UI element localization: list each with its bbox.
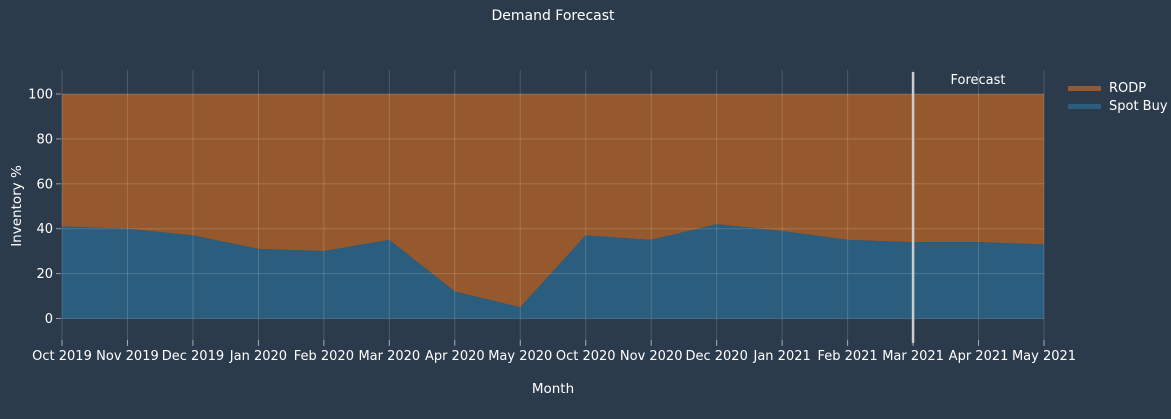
x-tick-label: Mar 2021: [882, 349, 944, 364]
y-tick-label: 20: [36, 267, 53, 282]
x-tick-label: Nov 2019: [96, 349, 159, 364]
y-tick-label: 60: [36, 177, 53, 192]
x-tick-label: Dec 2020: [685, 349, 747, 364]
x-tick-label: Jan 2021: [753, 349, 811, 364]
forecast-annotation: Forecast: [950, 73, 1006, 88]
x-tick-label: Dec 2019: [162, 349, 224, 364]
y-axis-title: Inventory %: [9, 165, 25, 247]
x-tick-label: May 2020: [488, 349, 552, 364]
legend-label: RODP: [1109, 80, 1147, 96]
legend-item-spot-buy[interactable]: Spot Buy: [1068, 97, 1168, 115]
x-tick-label: Apr 2021: [949, 349, 1009, 364]
x-tick-label: Nov 2020: [620, 349, 683, 364]
spot-buy-swatch: [1068, 103, 1101, 109]
x-tick-label: Feb 2020: [294, 349, 354, 364]
legend-item-rodp[interactable]: RODP: [1068, 79, 1168, 97]
y-tick-label: 40: [36, 222, 53, 237]
x-axis-title: Month: [531, 381, 575, 397]
x-tick-label: Apr 2020: [425, 349, 485, 364]
x-tick-label: Oct 2020: [556, 349, 616, 364]
chart-title: Demand Forecast: [491, 8, 615, 24]
x-tick-label: May 2021: [1012, 349, 1076, 364]
y-tick-label: 80: [36, 132, 53, 147]
x-tick-label: Feb 2021: [817, 349, 877, 364]
x-tick-label: Oct 2019: [32, 349, 92, 364]
y-tick-label: 0: [45, 312, 53, 327]
y-tick-label: 100: [28, 88, 53, 103]
legend-label: Spot Buy: [1109, 98, 1168, 114]
x-tick-label: Mar 2020: [358, 349, 420, 364]
x-tick-label: Jan 2020: [229, 349, 287, 364]
legend: RODP Spot Buy: [1068, 79, 1168, 115]
rodp-swatch: [1068, 85, 1101, 91]
